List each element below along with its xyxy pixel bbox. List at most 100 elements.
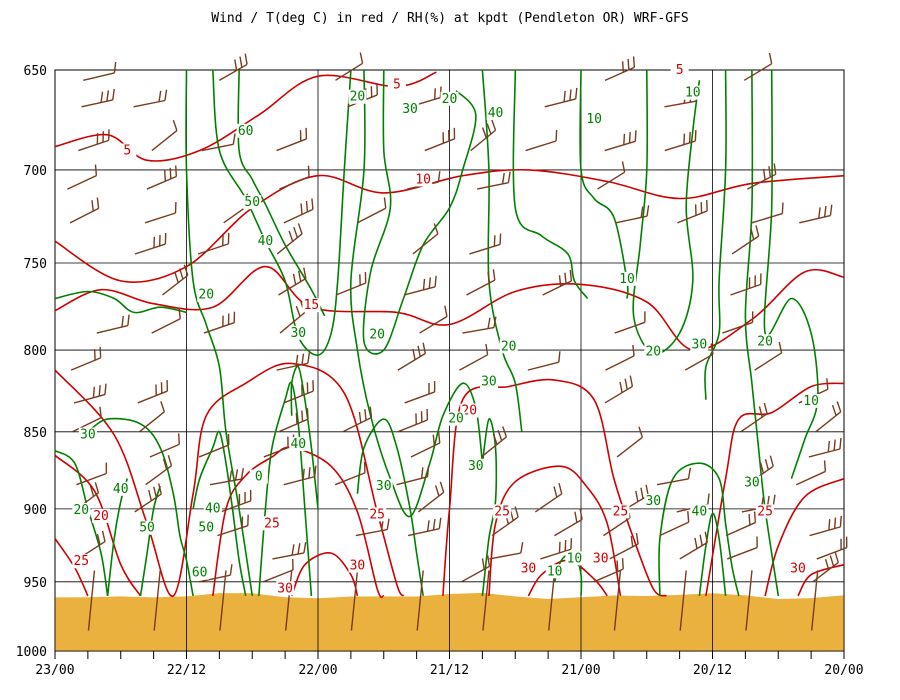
rh-label-bg [447,411,466,426]
y-tick-label: 750 [24,257,47,272]
wind-barb-staff [279,176,310,190]
wind-barb-flag [178,268,184,280]
wind-barb-flag [94,164,98,176]
wind-barb-staff [419,315,448,334]
wind-barb-flag [487,555,491,567]
temp-label: 30 [277,581,293,596]
wind-barb-flag [148,489,153,501]
temp-label-bg [92,508,111,523]
temp-label: 25 [494,504,510,519]
wind-barb-flag [112,88,115,101]
wind-barb-flag [616,560,619,572]
temp-label: 25 [613,504,629,519]
rh-label-bg [585,111,604,126]
wind-barb-staff [459,354,488,371]
rh-contour-line [658,462,740,597]
wind-barb-flag [833,517,837,529]
wind-barb-flag [174,272,179,283]
wind-barb-flag [502,426,507,438]
wind-barb-staff [605,355,635,371]
wind-barb-flag [417,345,421,357]
wind-barb-flag [432,518,436,531]
wind-barb-flag [621,61,625,73]
wind-barb-flag [759,462,765,474]
wind-barb-flag [291,544,295,556]
temp-label-bg [519,561,538,576]
rh-contour-line [258,381,313,596]
wind-barb-flag [288,230,294,242]
wind-barb-flag [630,535,634,547]
wind-barb-flag [422,278,426,290]
wind-barb-staff [219,570,227,631]
wind-barb-flag [558,275,562,287]
rh-contour-line [290,365,319,509]
chart-title: Wind / T(deg C) in red / RH(%) at kpdt (… [211,11,688,26]
wind-barb-flag [302,468,305,480]
y-axis-pressure: 650 700 750 800 850 900 950 1000 [16,64,47,660]
wind-barb-staff [527,361,559,371]
wind-barb-flag [683,133,686,145]
wind-barb-flag [487,317,491,329]
wind-barb-flag [627,58,630,70]
wind-barb-flag [239,56,243,68]
wind-barb-staff [87,570,96,631]
wind-barb-staff [751,212,783,224]
temp-label: 25 [264,516,280,531]
wind-barb-flag [687,511,690,523]
rh-label-bg [644,493,663,508]
wind-barb-flag [293,226,299,238]
wind-barb-flag [295,412,298,424]
rh-label: 60 [238,124,254,139]
wind-barb-flag [778,341,783,353]
wind-barb-flag [638,426,644,438]
rh-label-bg [742,475,761,490]
rh-label: 30 [744,476,760,491]
rh-contour-line [185,69,254,597]
wind-barb-flag [297,270,302,282]
temp-label-bg [276,581,295,596]
rh-label: 50 [198,521,214,536]
wind-barb-flag [383,197,387,209]
wind-barb-flag [172,119,178,131]
wind-barb-flag [635,533,639,545]
wind-barb-flag [481,127,487,139]
x-tick-label: 23/00 [35,663,74,678]
wind-barb-flag [829,555,835,567]
rh-label: 20 [442,92,458,107]
wind-barb-flag [824,559,830,570]
wind-barb-flag [694,130,697,142]
wind-barb-flag [640,206,644,218]
wind-barb-staff [144,212,176,224]
wind-barb-flag [297,223,303,235]
temp-label-bg [368,507,387,522]
rh-label-bg [644,344,663,359]
wind-barb-flag [699,534,703,546]
wind-barb-flag [364,409,367,421]
wind-barb-flag [563,90,566,102]
wind-barb-flag [232,133,236,145]
temp-label-bg [611,504,630,519]
wind-barb-staff [285,570,293,631]
wind-barb-flag [486,123,492,135]
temp-label: 30 [350,559,366,574]
wind-barb-flag [481,558,485,570]
rh-label-bg [348,89,367,104]
wind-barb-flag [301,353,305,365]
rh-label: 40 [692,504,708,519]
wind-barb-flag [564,272,567,284]
rh-label-bg [368,327,387,342]
wind-barb-staff [138,411,165,433]
wind-barb-flag [433,223,439,235]
temp-label-bg [302,298,321,313]
wind-barb-staff [679,570,687,631]
wind-barb-flag [839,515,842,527]
isotherm-line [442,378,667,597]
wind-barb-flag [781,202,784,214]
wind-barb-staff [795,470,826,486]
temp-label-bg [387,77,406,92]
wind-barb-flag [704,531,708,543]
rh-label: 20 [198,288,214,303]
x-tick-label: 20/12 [693,663,732,678]
rh-contour-line [212,69,352,356]
